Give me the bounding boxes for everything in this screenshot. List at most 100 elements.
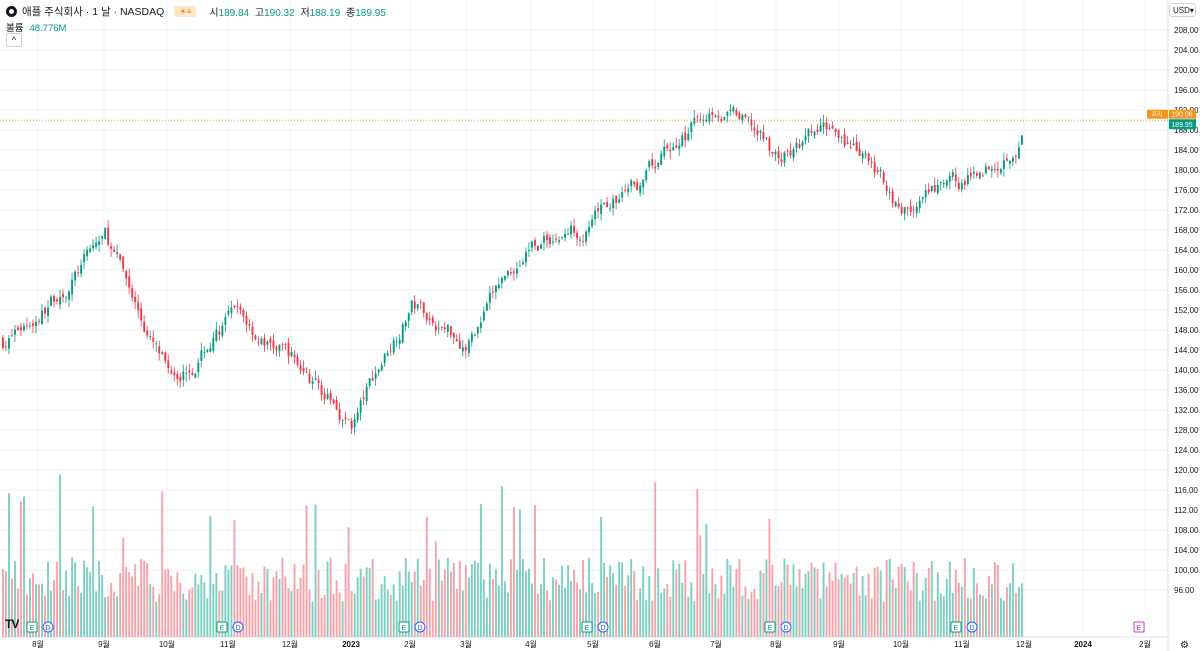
candle-body [978,172,981,179]
candle-body [161,352,164,354]
earnings-marker-label: E [1137,625,1142,632]
volume-bar [440,580,443,637]
candle-body [780,159,783,162]
candle-body [897,203,900,207]
volume-bar [47,561,49,637]
candle-body [714,115,717,117]
candle-body [464,347,467,351]
candle-body [194,373,197,378]
candle-body [681,135,684,147]
y-tick-label: 100.00 [1174,566,1199,575]
candle-body [167,360,170,368]
volume-bar [621,562,624,637]
x-tick-label: 12월 [1016,639,1032,649]
candle-body [540,244,542,249]
volume-bar [170,575,173,637]
volume-bar [239,568,242,637]
candle-body [597,208,600,212]
candle-body [558,240,560,243]
volume-bar [110,582,113,637]
candle-body [437,327,440,329]
volume-bar [74,562,77,637]
x-tick-label: 9월 [833,639,845,649]
candle-body [341,419,344,421]
candle-body [702,120,705,121]
flag-icon[interactable]: ☀≡ [174,6,197,17]
candle-body [137,302,140,311]
candle-body [122,256,125,269]
earnings-marker-label: E [30,625,35,632]
candle-body [71,279,74,295]
candle-body [239,306,242,311]
candle-body [588,226,591,233]
volume-bar [591,583,594,637]
candle-body [861,153,864,159]
prev-close-badge [1169,109,1196,119]
candle-body [906,207,909,209]
candle-body [476,326,479,334]
volume-bar [828,572,831,637]
volume-bar [215,573,218,637]
candle-body [885,185,888,191]
y-tick-label: 144.00 [1174,346,1199,355]
candle-body [38,321,40,322]
volume-bar [284,576,287,637]
candle-body [882,172,885,183]
volume-bar [642,566,645,637]
volume-bar [41,583,43,637]
candle-body [86,249,89,257]
volume-bar [762,573,765,637]
candle-body [762,132,765,139]
volume-bar [924,577,927,637]
candle-body [705,119,708,122]
volume-bar [182,593,185,637]
candle-body [26,324,28,326]
candle-body [488,292,491,303]
volume-bar [816,568,819,637]
gear-icon[interactable]: ⚙ [1180,640,1189,651]
candle-body [371,377,374,381]
volume-bar [470,564,473,637]
volume-legend: 볼륨 48.776M [6,20,66,34]
candle-body [269,338,272,343]
volume-bar [179,582,182,637]
candle-body [738,112,741,120]
currency-selector[interactable]: USD ▾ [1169,3,1196,17]
volume-bar [657,568,660,637]
tradingview-logo-icon[interactable]: TV [5,617,19,631]
candle-body [41,310,43,325]
volume-bar [380,584,383,637]
candle-body [356,412,359,420]
volume-bar [756,599,759,637]
candle-body [903,207,906,214]
candle-body [645,170,648,180]
volume-bar [14,561,16,637]
candle-body [912,209,915,211]
volume-bar [425,516,428,637]
symbol-title[interactable]: 애플 주식회사 · 1 날 · NASDAQ [22,6,165,18]
volume-bar [609,565,612,637]
candle-body [386,353,389,356]
volume-bar [140,559,143,637]
volume-bar [50,590,52,637]
collapse-legend-button[interactable]: ^ [6,33,22,47]
candle-body [687,133,690,140]
candle-body [657,162,660,168]
candle-body [744,114,747,117]
volume-label: 볼륨 [6,23,24,34]
volume-bar [494,569,497,637]
candle-body [443,327,446,329]
volume-bar [497,585,500,637]
candle-body [789,150,792,156]
volume-bar [323,594,326,637]
volume-bar [350,590,353,637]
candle-body [972,171,975,174]
x-tick-label: 3월 [460,639,472,649]
volume-bar [789,585,792,637]
candle-body [693,117,696,124]
candle-body [579,239,582,241]
candle-body [660,153,663,166]
candle-body [284,344,287,346]
volume-bar [846,574,849,637]
